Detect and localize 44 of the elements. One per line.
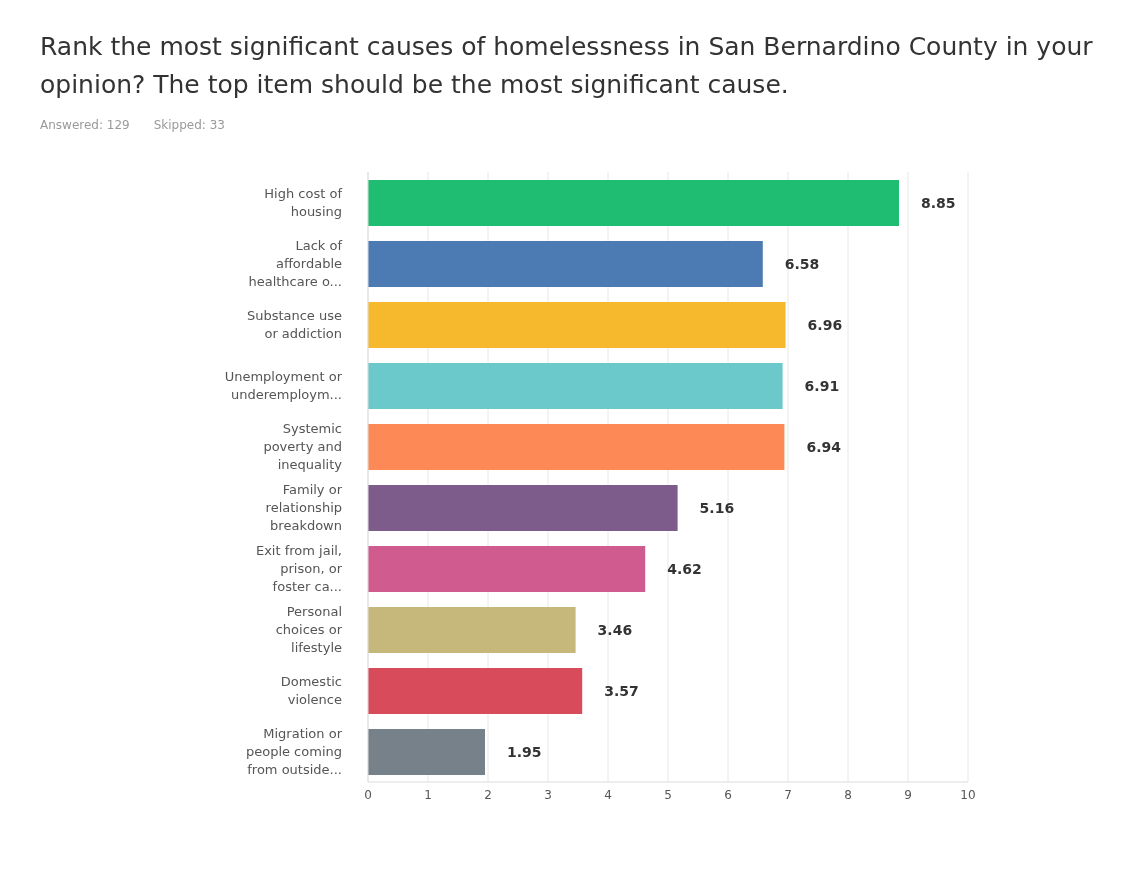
- bar: [368, 302, 786, 348]
- x-tick-label: 8: [844, 787, 852, 802]
- y-tick-label: Substance use or addiction: [246, 307, 342, 340]
- bar: [368, 424, 785, 470]
- data-label: 6.94: [806, 438, 842, 455]
- chart-title: Rank the most significant causes of homelessness in San Bernardino County in your opinion? The top item should be the most significant cause.: [39, 31, 1094, 101]
- y-tick-label: Domestic violence: [280, 673, 342, 706]
- y-tick-label: Unemployment or underemploym...: [224, 368, 343, 401]
- y-tick-label: Systemic poverty and inequality: [263, 420, 343, 471]
- bar: [368, 668, 583, 714]
- x-tick-label: 5: [664, 787, 672, 802]
- bar: [368, 729, 485, 775]
- y-tick-label: High cost of housing: [264, 185, 343, 218]
- bar: [368, 485, 678, 531]
- x-tick-label: 0: [364, 787, 372, 802]
- x-tick-label: 9: [904, 787, 912, 802]
- x-tick-label: 2: [484, 787, 492, 802]
- bar: [368, 607, 576, 653]
- bar: [368, 241, 763, 287]
- y-tick-label: Exit from jail, prison, or foster ca...: [255, 542, 343, 593]
- bar: [368, 363, 783, 409]
- data-label: 6.58: [784, 255, 820, 272]
- data-label: 3.57: [604, 682, 639, 699]
- bar: [368, 180, 899, 226]
- data-label: 8.85: [921, 194, 956, 211]
- data-label: 6.91: [804, 377, 840, 394]
- x-tick-label: 1: [424, 787, 432, 802]
- data-label: 6.96: [807, 316, 843, 333]
- bar: [368, 546, 646, 592]
- x-tick-label: 7: [784, 787, 792, 802]
- x-tick-label: 10: [960, 787, 976, 802]
- y-tick-label: Family or relationship breakdown: [265, 481, 343, 532]
- data-label: 3.46: [597, 621, 633, 638]
- y-tick-label: Lack of affordable healthcare o...: [248, 237, 343, 288]
- x-tick-label: 3: [544, 787, 552, 802]
- text: Answered: 129: [40, 118, 130, 132]
- data-label: 5.16: [699, 499, 735, 516]
- text: Skipped: 33: [153, 118, 225, 132]
- y-tick-label: Personal choices or lifestyle: [275, 603, 343, 654]
- data-label: 1.95: [507, 743, 542, 760]
- x-tick-label: 4: [604, 787, 612, 802]
- y-tick-label: Migration or people coming from outside...: [245, 725, 343, 776]
- data-label: 4.62: [667, 560, 702, 577]
- x-tick-label: 6: [724, 787, 732, 802]
